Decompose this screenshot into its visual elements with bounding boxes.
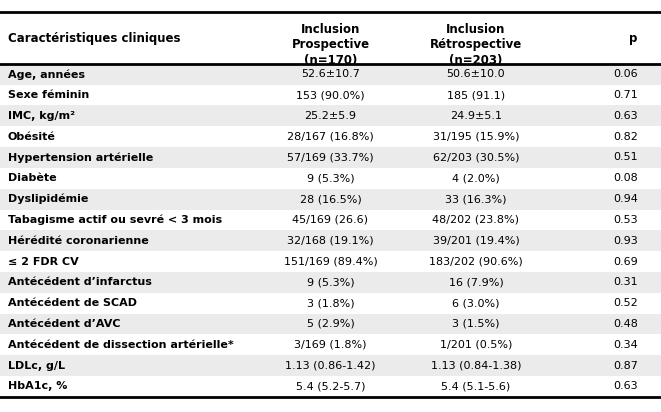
Text: 0.87: 0.87 (613, 360, 638, 370)
Text: 151/169 (89.4%): 151/169 (89.4%) (284, 257, 377, 267)
Text: HbA1c, %: HbA1c, % (8, 382, 67, 391)
Bar (0, 12, 661, 64)
Text: 5 (2.9%): 5 (2.9%) (307, 319, 354, 329)
Text: Prospective: Prospective (292, 38, 369, 52)
Text: Rétrospective: Rétrospective (430, 38, 522, 52)
Text: 24.9±5.1: 24.9±5.1 (450, 111, 502, 121)
Text: LDLc, g/L: LDLc, g/L (8, 360, 65, 370)
Text: 39/201 (19.4%): 39/201 (19.4%) (432, 236, 520, 246)
Text: 28 (16.5%): 28 (16.5%) (299, 194, 362, 204)
Text: 48/202 (23.8%): 48/202 (23.8%) (432, 215, 520, 225)
Text: 1.13 (0.86-1.42): 1.13 (0.86-1.42) (286, 360, 375, 370)
Text: Hypertension artérielle: Hypertension artérielle (8, 152, 153, 163)
Text: 0.34: 0.34 (613, 340, 638, 350)
Text: 183/202 (90.6%): 183/202 (90.6%) (429, 257, 523, 267)
Text: 0.51: 0.51 (613, 152, 638, 162)
Text: Tabagisme actif ou sevré < 3 mois: Tabagisme actif ou sevré < 3 mois (8, 215, 222, 225)
Text: 5.4 (5.1-5.6): 5.4 (5.1-5.6) (442, 382, 510, 391)
Text: 33 (16.3%): 33 (16.3%) (445, 194, 507, 204)
Bar (0, 105, 661, 126)
Text: 57/169 (33.7%): 57/169 (33.7%) (287, 152, 374, 162)
Text: 153 (90.0%): 153 (90.0%) (296, 90, 365, 100)
Text: 0.63: 0.63 (613, 382, 638, 391)
Text: Dyslipidémie: Dyslipidémie (8, 194, 89, 204)
Text: 62/203 (30.5%): 62/203 (30.5%) (433, 152, 519, 162)
Text: 4 (2.0%): 4 (2.0%) (452, 173, 500, 183)
Text: 0.82: 0.82 (613, 132, 638, 142)
Text: 31/195 (15.9%): 31/195 (15.9%) (433, 132, 519, 142)
Text: Caractéristiques cliniques: Caractéristiques cliniques (8, 32, 180, 44)
Text: Antécédent d’infarctus: Antécédent d’infarctus (8, 277, 152, 287)
Bar (0, 376, 661, 397)
Bar (0, 314, 661, 335)
Bar (0, 189, 661, 210)
Text: 0.31: 0.31 (613, 277, 638, 287)
Bar (0, 272, 661, 293)
Text: Inclusion: Inclusion (446, 23, 506, 36)
Text: Hérédité coronarienne: Hérédité coronarienne (8, 236, 149, 246)
Text: Obésité: Obésité (8, 132, 56, 142)
Bar (0, 64, 661, 85)
Text: Antécédent de SCAD: Antécédent de SCAD (8, 298, 137, 308)
Text: 0.69: 0.69 (613, 257, 638, 267)
Bar (0, 126, 661, 147)
Bar (0, 230, 661, 251)
Text: 3/169 (1.8%): 3/169 (1.8%) (294, 340, 367, 350)
Text: 9 (5.3%): 9 (5.3%) (307, 277, 354, 287)
Bar (0, 251, 661, 272)
Text: 3 (1.5%): 3 (1.5%) (452, 319, 500, 329)
Text: 5.4 (5.2-5.7): 5.4 (5.2-5.7) (295, 382, 366, 391)
Text: Sexe féminin: Sexe féminin (8, 90, 89, 100)
Text: Antécédent de dissection artérielle*: Antécédent de dissection artérielle* (8, 340, 234, 350)
Text: 6 (3.0%): 6 (3.0%) (452, 298, 500, 308)
Text: 3 (1.8%): 3 (1.8%) (307, 298, 354, 308)
Text: 0.93: 0.93 (613, 236, 638, 246)
Text: (n=203): (n=203) (449, 54, 502, 67)
Text: 32/168 (19.1%): 32/168 (19.1%) (287, 236, 374, 246)
Text: Diabète: Diabète (8, 173, 57, 183)
Text: 1/201 (0.5%): 1/201 (0.5%) (440, 340, 512, 350)
Text: ≤ 2 FDR CV: ≤ 2 FDR CV (8, 257, 79, 267)
Text: 0.71: 0.71 (613, 90, 638, 100)
Bar (0, 85, 661, 105)
Text: 50.6±10.0: 50.6±10.0 (447, 69, 505, 79)
Bar (0, 147, 661, 168)
Bar (0, 293, 661, 314)
Text: p: p (629, 32, 638, 44)
Text: 28/167 (16.8%): 28/167 (16.8%) (287, 132, 374, 142)
Text: 0.52: 0.52 (613, 298, 638, 308)
Text: 0.63: 0.63 (613, 111, 638, 121)
Text: 1.13 (0.84-1.38): 1.13 (0.84-1.38) (431, 360, 521, 370)
Bar (0, 210, 661, 230)
Text: 185 (91.1): 185 (91.1) (447, 90, 505, 100)
Text: 16 (7.9%): 16 (7.9%) (449, 277, 503, 287)
Text: Age, années: Age, années (8, 69, 85, 80)
Bar (0, 355, 661, 376)
Text: 25.2±5.9: 25.2±5.9 (305, 111, 356, 121)
Text: 0.06: 0.06 (613, 69, 638, 79)
Text: 0.53: 0.53 (613, 215, 638, 225)
Text: 0.94: 0.94 (613, 194, 638, 204)
Bar (0, 168, 661, 189)
Text: 0.08: 0.08 (613, 173, 638, 183)
Text: Antécédent d’AVC: Antécédent d’AVC (8, 319, 120, 329)
Text: 52.6±10.7: 52.6±10.7 (301, 69, 360, 79)
Text: 45/169 (26.6): 45/169 (26.6) (293, 215, 368, 225)
Text: 9 (5.3%): 9 (5.3%) (307, 173, 354, 183)
Text: Inclusion: Inclusion (301, 23, 360, 36)
Text: IMC, kg/m²: IMC, kg/m² (8, 111, 75, 121)
Text: (n=170): (n=170) (304, 54, 357, 67)
Text: 0.48: 0.48 (613, 319, 638, 329)
Bar (0, 335, 661, 355)
